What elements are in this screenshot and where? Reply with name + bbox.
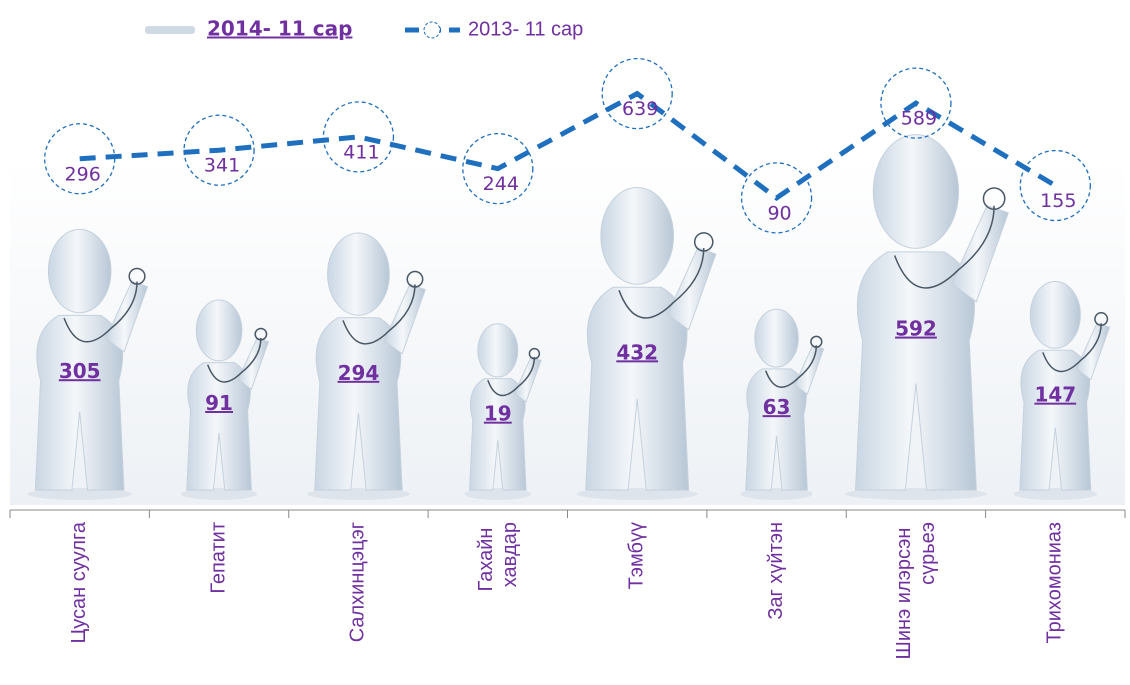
x-tick-label: Салхинцэцэг (347, 522, 369, 642)
line-marker (740, 162, 813, 234)
line-value-label: 411 (343, 141, 379, 163)
stethoscope (1042, 323, 1102, 373)
line-marker (183, 114, 255, 186)
figure-head (872, 134, 960, 249)
stethoscope (63, 281, 138, 343)
figure-head (754, 308, 799, 368)
figure-arm (666, 247, 717, 331)
figure-bar (181, 299, 270, 500)
value-label: 91 (205, 391, 233, 415)
figure-shadow (181, 488, 258, 500)
figure-head (327, 232, 390, 316)
value-label: 19 (484, 402, 512, 426)
figure-head (195, 299, 243, 362)
x-tick-label: Цусан суулга (68, 521, 90, 643)
line-value-label: 639 (622, 98, 658, 120)
figure-arm (383, 283, 426, 355)
stethoscope-head (1094, 312, 1109, 327)
line-marker (880, 67, 952, 139)
figure-body (745, 368, 808, 491)
figure-head (477, 323, 519, 378)
line-series (79, 90, 1057, 201)
figure-body (186, 362, 252, 491)
stethoscope (765, 345, 818, 388)
line-value-label: 296 (65, 163, 101, 185)
figure-arm (794, 344, 825, 395)
line-value-label: 244 (483, 173, 519, 195)
stethoscope (618, 247, 705, 319)
value-label: 305 (59, 359, 101, 383)
figure-arm (1075, 322, 1111, 381)
stethoscope (487, 356, 536, 397)
stethoscope-head (128, 267, 146, 285)
line-value-label: 341 (204, 155, 240, 177)
figure-head (1029, 280, 1081, 349)
stethoscope-head (810, 335, 823, 348)
line-marker (44, 123, 116, 195)
stethoscope-head (406, 270, 424, 288)
legend-marker (423, 21, 441, 39)
line-value-label: 155 (1040, 190, 1076, 212)
line-value-label: 90 (767, 202, 791, 224)
x-tick-label: Гахайн хавдар (475, 522, 521, 592)
figure-shadow (307, 488, 410, 500)
x-tick-label: Трихомониаз (1044, 522, 1066, 643)
line-marker (322, 101, 395, 173)
figure-shadow (844, 488, 988, 500)
figure-head (600, 186, 674, 285)
figure-bar (464, 323, 542, 500)
figure-shadow (27, 488, 132, 500)
stethoscope-head (254, 327, 268, 341)
figure-body (314, 317, 403, 491)
line-marker (601, 57, 673, 130)
figure-bar (27, 228, 149, 500)
figure-bar (576, 186, 717, 500)
stethoscope (206, 337, 262, 383)
value-label: 592 (895, 317, 937, 341)
x-tick-label: Тэмбүү (625, 522, 647, 589)
figure-bar (844, 134, 1009, 500)
figure-shadow (576, 488, 698, 500)
figure-bar (1013, 280, 1111, 500)
figure-shadow (740, 488, 813, 500)
figure-bar (307, 232, 426, 500)
legend-label: 2014- 11 сар (207, 17, 352, 41)
legend-label: 2013- 11 сар (468, 18, 583, 40)
x-tick-label: Гепатит (207, 522, 229, 594)
stethoscope-head (693, 232, 714, 252)
line-marker (462, 132, 534, 205)
figure-arm (105, 280, 149, 353)
value-label: 147 (1034, 383, 1076, 407)
figure-body (1019, 349, 1092, 491)
stethoscope-head (528, 347, 541, 360)
figure-arm (950, 205, 1009, 303)
line-marker (1019, 149, 1091, 222)
figure-shadow (464, 488, 532, 500)
legend-icon (145, 26, 195, 34)
figure-body (855, 251, 977, 491)
value-label: 63 (763, 395, 791, 419)
stethoscope (893, 205, 995, 289)
x-tick-label: Заг хүйтэн (765, 522, 787, 620)
figure-arm (237, 337, 270, 391)
line-value-label: 589 (901, 108, 937, 130)
stethoscope-head (982, 187, 1006, 211)
value-label: 432 (616, 340, 658, 364)
value-label: 294 (338, 361, 380, 385)
figure-head (47, 228, 112, 314)
figure-bar (740, 308, 825, 500)
figure-body (469, 378, 527, 491)
figure-body (585, 286, 690, 491)
figure-body (34, 314, 125, 491)
x-tick-label: Шинэ илэрсэн сүрьеэ (893, 522, 939, 660)
figure-arm (513, 356, 542, 403)
figure-shadow (1013, 488, 1098, 500)
stethoscope (342, 284, 416, 345)
